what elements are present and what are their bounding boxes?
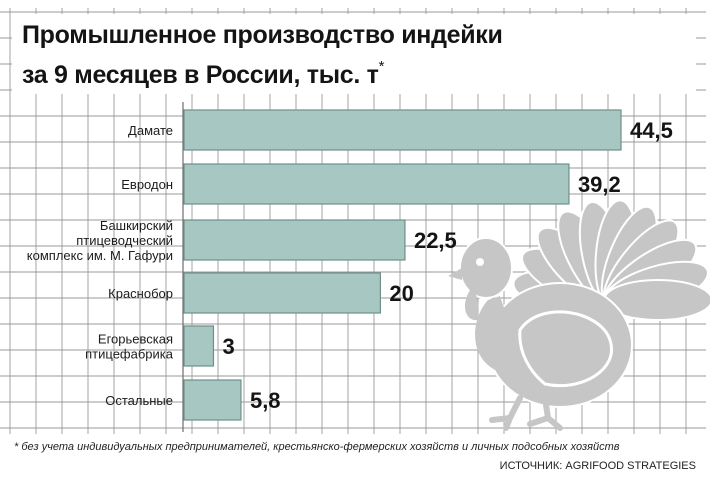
chart-title: Промышленное производство индейки за 9 м… <box>22 20 682 91</box>
turkey-eye <box>476 258 484 266</box>
category-label: птицефабрика <box>85 347 174 362</box>
title-footnote-mark: * <box>378 58 385 75</box>
turkey-head <box>459 237 513 299</box>
bar-group: 20 Краснобор <box>108 272 414 314</box>
bar <box>183 272 382 314</box>
category-label: Башкирский <box>100 218 173 233</box>
bar <box>183 379 242 421</box>
category-label: Егорьевская <box>98 332 173 347</box>
title-line-1: Промышленное производство индейки <box>22 21 503 49</box>
title-line-2: за 9 месяцев в России, тыс. т* <box>22 51 682 91</box>
title-box <box>12 14 696 94</box>
turkey-neck <box>475 296 530 372</box>
bar-value-label: 5,8 <box>250 388 281 413</box>
bar <box>183 219 406 261</box>
category-label: Остальные <box>105 393 173 408</box>
category-label: птицеводческий <box>76 233 173 248</box>
turkey-wing <box>518 310 614 388</box>
bar-group: 44,5 Дамате <box>128 109 673 151</box>
bar <box>183 163 570 205</box>
bar-value-label: 22,5 <box>414 228 457 253</box>
bar-group: 39,2 Евродон <box>121 163 621 205</box>
bar <box>183 109 622 151</box>
turkey-illustration <box>448 199 710 431</box>
bar-group: 5,8 Остальные <box>105 379 281 421</box>
footnote: * без учета индивидуальных предпринимате… <box>14 441 620 453</box>
turkey-legs <box>489 395 563 431</box>
turkey-beak <box>448 268 462 280</box>
bar-value-label: 39,2 <box>578 172 621 197</box>
category-label: Евродон <box>121 177 173 192</box>
turkey-wattle <box>464 290 479 321</box>
category-label: Краснобор <box>108 286 173 301</box>
category-label: Дамате <box>128 123 173 138</box>
bars: 44,5Дамате39,2Евродон22,5Башкирскийптице… <box>27 109 673 421</box>
bar <box>183 325 215 367</box>
source-credit: ИСТОЧНИК: AGRIFOOD STRATEGIES <box>499 460 696 472</box>
bar-value-label: 44,5 <box>630 118 673 143</box>
bar-value-label: 20 <box>389 281 413 306</box>
title-line-2-text: за 9 месяцев в России, тыс. т <box>22 61 379 89</box>
bar-value-label: 3 <box>222 334 234 359</box>
category-label: комплекс им. М. Гафури <box>27 248 173 263</box>
